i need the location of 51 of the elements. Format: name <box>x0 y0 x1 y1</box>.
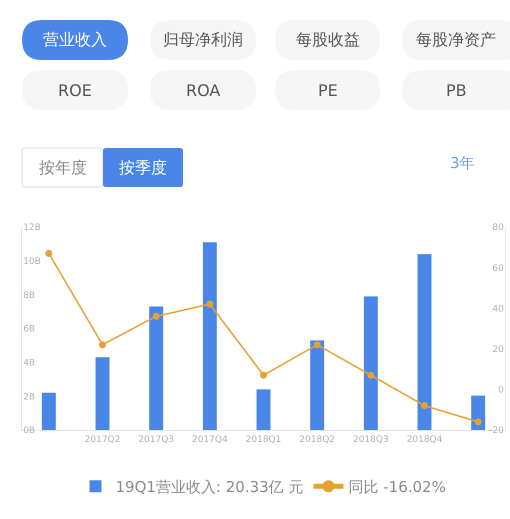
y-tick-label: 6B <box>23 324 36 335</box>
x-tick-label: 2018Q2 <box>299 434 336 445</box>
text: PB <box>446 81 467 100</box>
bar <box>256 389 270 430</box>
legend-label: 同比 -16.02% <box>348 478 446 496</box>
x-tick-label: 2018Q4 <box>406 434 443 445</box>
text: 归母净利润 <box>163 30 243 49</box>
x-tick-label: 2017Q4 <box>192 434 228 445</box>
legend-label: 19Q1营业收入: 20.33亿 元 <box>116 478 304 496</box>
y2-tick-label: 60 <box>492 264 504 274</box>
y2-tick-label: 0 <box>498 386 504 396</box>
text: 按季度 <box>119 158 167 177</box>
point <box>367 372 374 379</box>
point <box>99 341 106 348</box>
point <box>260 372 267 379</box>
bar <box>149 306 164 430</box>
bar <box>418 254 432 430</box>
point <box>314 341 321 348</box>
x-tick-label: 2017Q3 <box>138 434 174 445</box>
bar <box>471 396 486 430</box>
y-tick-label: 2B <box>23 392 36 402</box>
y2-tick-label: -20 <box>489 426 504 436</box>
x-tick-label: 2018Q1 <box>246 434 282 445</box>
text: 每股收益 <box>296 30 360 49</box>
y-tick-label: 12B <box>23 223 41 234</box>
point <box>206 300 214 308</box>
y-tick-label: 8B <box>23 290 36 301</box>
point <box>474 418 482 426</box>
text: PE <box>318 81 338 100</box>
x-tick-label: 2017Q2 <box>84 434 120 445</box>
text: ROE <box>58 81 92 100</box>
x-tick-label: 2018Q3 <box>352 434 389 445</box>
text: 营业收入 <box>43 30 107 49</box>
bar <box>310 340 324 430</box>
point <box>421 402 428 410</box>
text: 按年度 <box>39 158 87 177</box>
y-tick-label: 10B <box>23 256 41 267</box>
y2-tick-label: 20 <box>492 344 504 355</box>
y2-tick-label: 80 <box>492 223 504 234</box>
point <box>45 250 52 257</box>
bar <box>202 242 217 430</box>
bar <box>42 392 56 430</box>
text: ROA <box>186 81 220 100</box>
point <box>152 312 160 320</box>
y-tick-label: 0B <box>23 426 36 436</box>
text: 3年 <box>450 154 475 172</box>
bar <box>364 296 378 430</box>
text: 每股净资产 <box>416 30 496 49</box>
y2-tick-label: 40 <box>492 304 504 314</box>
y-tick-label: 4B <box>23 358 36 368</box>
bar <box>96 357 110 430</box>
